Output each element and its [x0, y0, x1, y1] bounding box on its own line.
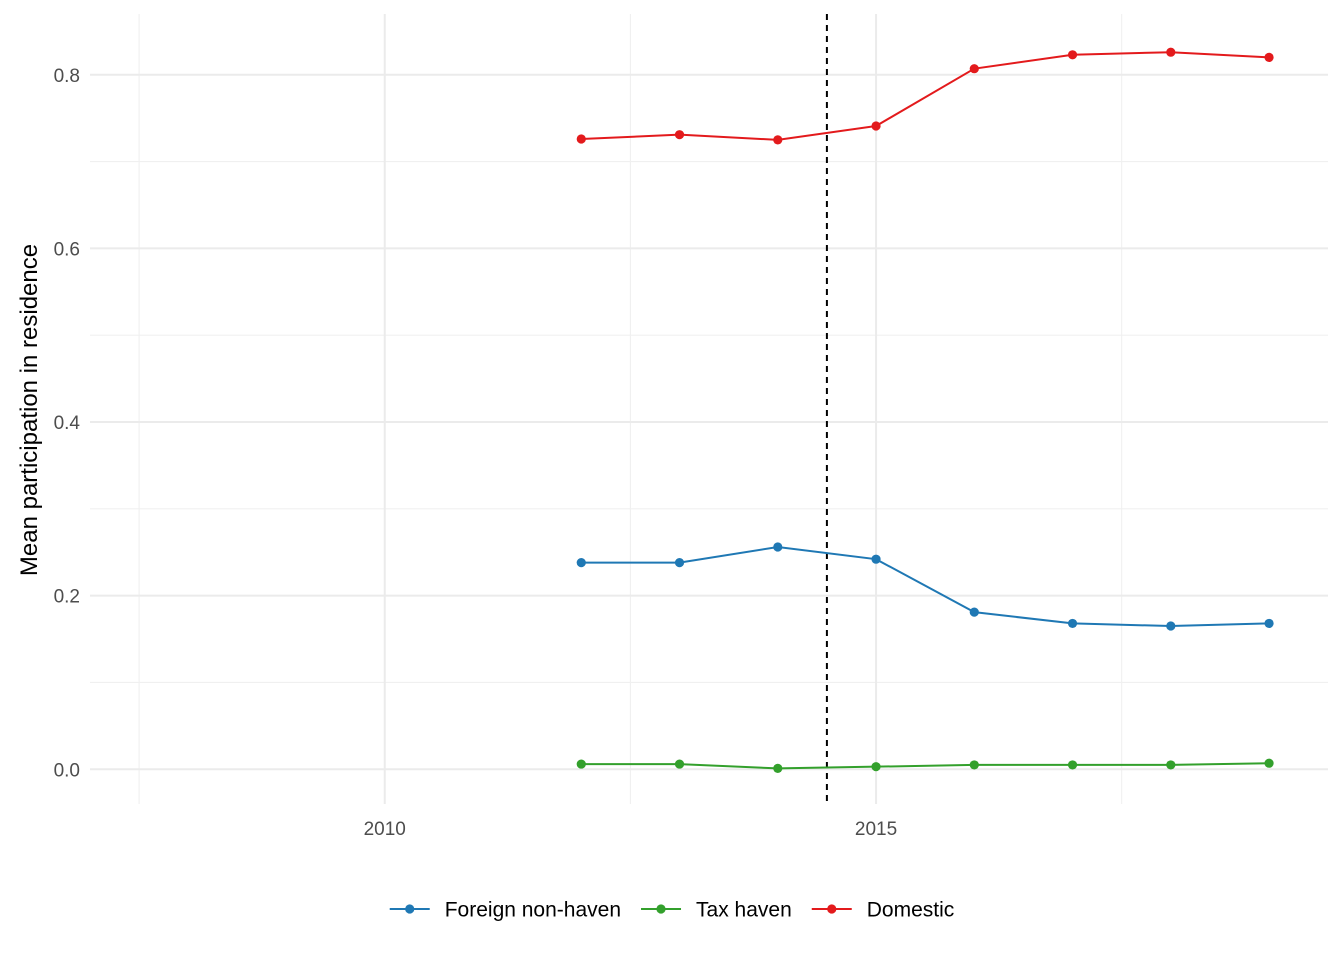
data-point-foreign-non-haven [1067, 618, 1078, 629]
legend-item-tax-haven: Tax haven [641, 899, 792, 922]
series-layer [576, 47, 1274, 774]
data-point-foreign-non-haven [871, 554, 881, 564]
series-tax-haven [576, 758, 1274, 774]
x-tick-label: 2015 [855, 819, 897, 840]
data-point-domestic [773, 135, 783, 145]
y-tick-label: 0.2 [54, 587, 80, 608]
series-foreign-non-haven [576, 542, 1274, 631]
x-axis-tick-labels: 2010 2015 [364, 819, 898, 840]
data-point-tax-haven [674, 759, 685, 769]
data-point-foreign-non-haven [1264, 618, 1274, 629]
x-tick-label: 2010 [364, 819, 406, 840]
data-point-tax-haven [871, 762, 881, 772]
y-tick-label: 0.4 [54, 413, 81, 434]
legend-label: Foreign non-haven [445, 899, 621, 922]
legend-item-foreign-non-haven: Foreign non-haven [389, 899, 621, 922]
legend-key-point [405, 904, 415, 914]
y-axis-tick-labels: 0.0 0.2 0.4 0.6 0.8 [54, 66, 81, 782]
minor-grid [90, 14, 1328, 804]
series-line-domestic [581, 51, 1270, 141]
data-point-foreign-non-haven [674, 558, 685, 568]
legend: Foreign non-haven Tax haven Domestic [389, 899, 955, 922]
y-tick-label: 0.8 [54, 66, 80, 87]
data-point-domestic [871, 121, 881, 131]
data-point-tax-haven [969, 760, 979, 770]
legend-key-point [656, 904, 666, 914]
data-point-domestic [674, 130, 685, 140]
data-point-tax-haven [576, 759, 586, 769]
data-point-tax-haven [1067, 760, 1078, 770]
y-axis-title: Mean participation in residence [16, 244, 43, 576]
y-tick-label: 0.0 [54, 760, 80, 781]
y-tick-label: 0.6 [54, 239, 80, 260]
data-point-tax-haven [1166, 760, 1176, 770]
series-line-tax-haven [581, 762, 1270, 770]
data-point-domestic [1166, 47, 1176, 57]
data-point-domestic [576, 134, 586, 144]
series-line-foreign-non-haven [581, 546, 1270, 628]
legend-item-domestic: Domestic [811, 899, 955, 922]
data-point-foreign-non-haven [576, 558, 586, 568]
series-domestic [576, 47, 1274, 145]
data-point-foreign-non-haven [1166, 621, 1176, 631]
data-point-tax-haven [1264, 758, 1274, 768]
data-point-tax-haven [773, 763, 783, 774]
legend-key-point [827, 904, 837, 914]
data-point-domestic [1067, 50, 1078, 60]
major-grid [90, 14, 1328, 804]
data-point-domestic [1264, 52, 1274, 63]
legend-label: Domestic [867, 899, 955, 922]
data-point-foreign-non-haven [969, 607, 979, 617]
data-point-domestic [969, 64, 979, 74]
data-point-foreign-non-haven [773, 542, 783, 552]
legend-label: Tax haven [696, 899, 792, 922]
